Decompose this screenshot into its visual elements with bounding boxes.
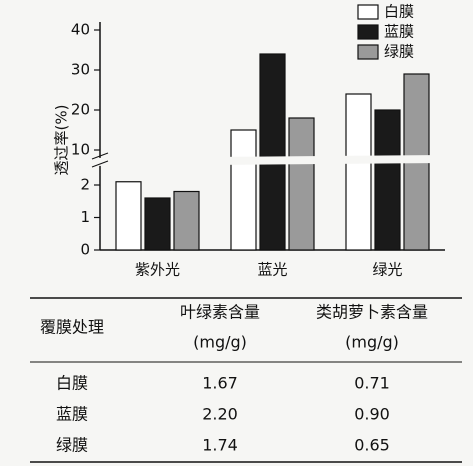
table-header: (mg/g) (193, 333, 247, 352)
bar (288, 117, 315, 251)
bar (144, 197, 171, 251)
table-header: 类胡萝卜素含量 (316, 303, 428, 322)
y-tick-label: 20 (71, 101, 90, 119)
table-cell: 0.65 (354, 436, 390, 455)
table-cell: 蓝膜 (56, 405, 88, 424)
y-tick-label: 10 (71, 141, 90, 159)
table-header: 覆膜处理 (40, 318, 104, 337)
legend-label: 蓝膜 (384, 23, 414, 41)
legend-swatch (357, 44, 379, 60)
table-cell: 0.90 (354, 405, 390, 424)
y-axis-label: 透过率(%) (53, 105, 71, 176)
axis-break-mark (91, 160, 109, 168)
legend-label: 白膜 (384, 3, 414, 21)
table-cell: 0.71 (354, 374, 390, 393)
bar (230, 129, 257, 251)
y-tick-label: 40 (71, 21, 90, 39)
x-tick-label: 蓝光 (257, 261, 287, 279)
table-header: (mg/g) (345, 333, 399, 352)
bar (173, 190, 200, 251)
y-tick-label: 2 (80, 176, 90, 194)
table-cell: 2.20 (202, 405, 238, 424)
legend-swatch (357, 24, 379, 40)
table-header: 叶绿素含量 (180, 303, 260, 322)
bar (259, 53, 286, 251)
legend-swatch (357, 4, 379, 20)
table-cell: 1.67 (202, 374, 238, 393)
x-tick-label: 绿光 (372, 261, 402, 279)
table-cell: 绿膜 (56, 436, 88, 455)
x-tick-label: 紫外光 (135, 261, 180, 279)
axis-break-mark (91, 152, 109, 160)
axis-break (90, 155, 445, 166)
y-tick-label: 30 (71, 61, 90, 79)
bar (345, 93, 372, 251)
table: 覆膜处理 叶绿素含量 (mg/g) 类胡萝卜素含量 (mg/g) 白膜 1.67 0… (30, 297, 462, 463)
y-tick-label: 1 (80, 208, 90, 226)
legend-label: 绿膜 (384, 43, 414, 61)
y-tick-label: 0 (80, 241, 90, 259)
bar (374, 109, 401, 251)
bar (115, 181, 142, 251)
table-cell: 1.74 (202, 436, 238, 455)
table-cell: 白膜 (56, 374, 88, 393)
